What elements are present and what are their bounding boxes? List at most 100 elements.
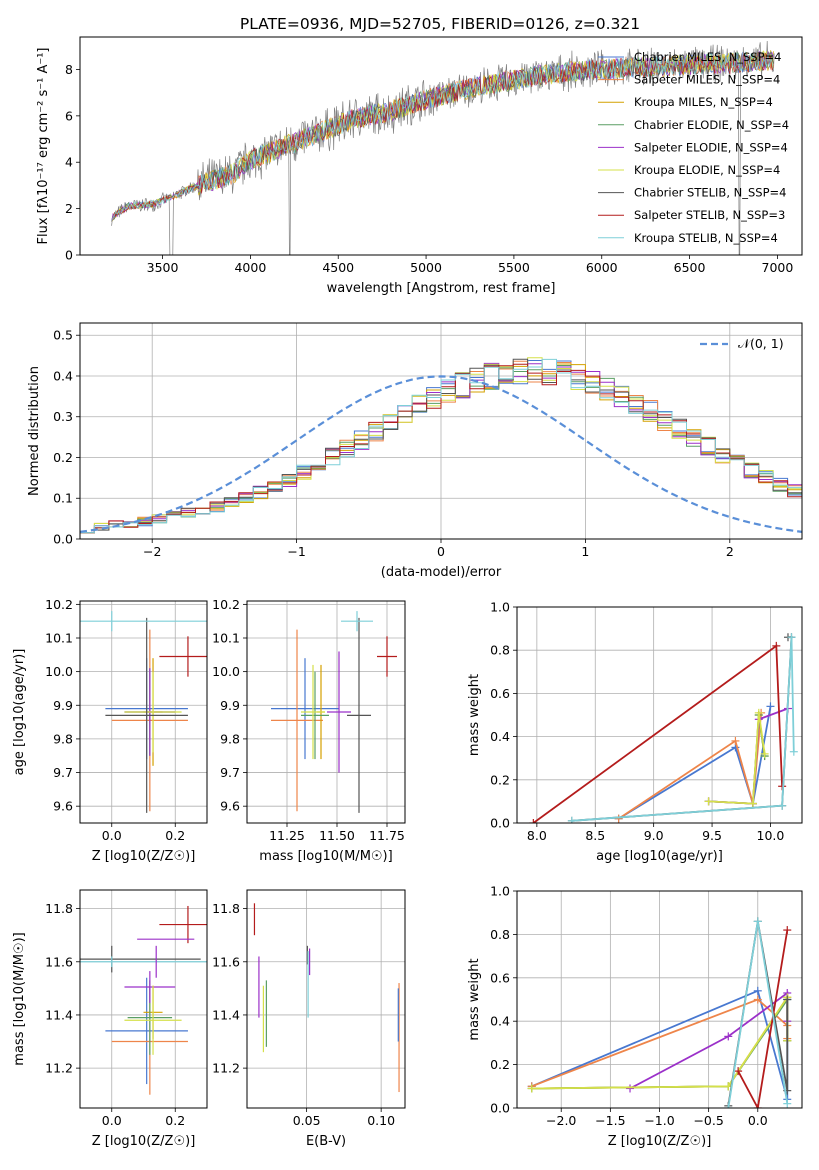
plus-marker xyxy=(704,797,713,806)
x-tick-label: 11.50 xyxy=(319,828,355,843)
x-tick-label: 9.0 xyxy=(644,828,664,843)
y-tick-label: 0.4 xyxy=(490,729,510,744)
errorbar-point xyxy=(271,658,339,760)
x-axis-label: (data-model)/error xyxy=(381,565,502,580)
y-tick-label: 0.4 xyxy=(490,1014,510,1029)
legend-label: Chabrier ELODIE, N_SSP=4 xyxy=(634,118,789,132)
y-axis-label: Flux [fλ10⁻¹⁷ erg cm⁻² s⁻¹ A⁻¹] xyxy=(36,48,51,245)
errorbar-point xyxy=(80,956,207,968)
y-tick-label: 9.8 xyxy=(220,731,240,746)
axes-age_vs_Z: 0.0 0.2 9.6 9.7 9.8 9.9 10.0 10.1 10.2 Z [log10(Z… xyxy=(12,597,208,864)
x-axis-label: mass [log10(M/M☉)] xyxy=(259,849,392,864)
weight-line xyxy=(618,706,772,820)
y-tick-label: 11.6 xyxy=(212,954,240,969)
plus-marker xyxy=(529,819,538,823)
x-tick-label: −2 xyxy=(143,544,161,559)
y-tick-label: 0.0 xyxy=(490,1101,510,1116)
axes-frame xyxy=(516,890,803,1109)
model-spectrum-line xyxy=(111,50,774,222)
errorbar-point xyxy=(347,617,371,813)
y-tick-label: 10.2 xyxy=(45,597,73,612)
x-tick-label: 5000 xyxy=(410,260,442,275)
axes-mass_vs_EBV: 0.05 0.10 11.2 11.4 11.6 11.8 E(B-V) xyxy=(212,889,406,1149)
y-tick-label: 0.6 xyxy=(490,686,510,701)
plus-marker xyxy=(760,749,769,758)
y-tick-label: 0.5 xyxy=(53,328,73,343)
plus-marker xyxy=(567,816,576,823)
y-tick-label: 11.8 xyxy=(45,901,73,916)
plot-area xyxy=(111,40,775,255)
plus-marker xyxy=(783,926,792,935)
x-tick-label: 6500 xyxy=(674,260,706,275)
x-tick-label: 0.10 xyxy=(367,1113,395,1128)
model-spectrum-line xyxy=(111,51,774,222)
plus-marker xyxy=(753,917,762,926)
residual-histogram xyxy=(80,365,802,534)
y-axis-label: mass weight xyxy=(467,958,482,1040)
weight-line xyxy=(532,644,783,823)
errorbar-point xyxy=(271,629,323,812)
legend-label: Kroupa STELIB, N_SSP=4 xyxy=(634,231,778,245)
residual-histogram xyxy=(80,358,802,534)
y-tick-label: 1.0 xyxy=(490,600,510,615)
legend-label: Kroupa MILES, N_SSP=4 xyxy=(634,95,773,109)
weight-line xyxy=(737,929,789,1108)
plus-marker xyxy=(731,736,740,745)
x-tick-label: 0 xyxy=(437,544,445,559)
y-tick-label: 0.2 xyxy=(490,772,510,787)
axes-frame xyxy=(79,36,803,256)
x-tick-label: 0.2 xyxy=(165,1113,185,1128)
errorbar-point xyxy=(124,671,182,753)
residual-histogram xyxy=(80,357,802,534)
y-tick-label: 11.8 xyxy=(212,901,240,916)
x-tick-label: −2.0 xyxy=(546,1113,576,1128)
errorbar-point xyxy=(105,617,188,813)
legend-label: Chabrier MILES, N_SSP=4 xyxy=(634,50,781,64)
x-tick-label: 0.05 xyxy=(293,1113,321,1128)
residual-histogram xyxy=(80,363,802,534)
plus-marker xyxy=(787,633,796,642)
residual-histogram xyxy=(80,360,802,534)
plus-marker xyxy=(783,995,792,1004)
x-axis-label: E(B-V) xyxy=(306,1134,346,1149)
model-spectrum-line xyxy=(111,51,774,222)
gaussian-curve xyxy=(80,375,802,533)
x-tick-label: −1 xyxy=(287,544,305,559)
axes-residuals: −2 −1 0 1 2 0.0 0.1 0.2 0.3 0.4 0.5 (data-model)/er… xyxy=(27,322,803,580)
plus-marker xyxy=(783,1099,792,1108)
x-tick-label: 4500 xyxy=(322,260,354,275)
y-tick-label: 9.6 xyxy=(220,799,240,814)
legend-label: Salpeter ELODIE, N_SSP=4 xyxy=(634,140,788,154)
residual-histogram xyxy=(80,362,802,534)
plus-marker xyxy=(778,801,787,810)
legend-label: 𝒩(0, 1) xyxy=(738,336,784,351)
y-tick-label: 11.2 xyxy=(212,1061,240,1076)
axes-frame xyxy=(246,600,406,824)
errorbar-point xyxy=(124,985,182,1055)
x-tick-label: 8.5 xyxy=(585,828,605,843)
y-tick-label: 11.4 xyxy=(212,1007,240,1022)
x-axis-label: Z [log10(Z/Z☉)] xyxy=(92,1134,196,1149)
y-tick-label: 0 xyxy=(65,248,73,263)
axes-frame xyxy=(79,889,208,1109)
y-tick-label: 10.2 xyxy=(212,597,240,612)
y-tick-label: 10.1 xyxy=(45,631,73,646)
y-tick-label: 0.1 xyxy=(53,491,73,506)
x-tick-label: 11.75 xyxy=(369,828,405,843)
x-tick-label: 4000 xyxy=(234,260,266,275)
chart-title: PLATE=0936, MJD=52705, FIBERID=0126, z=0… xyxy=(240,15,640,33)
x-tick-label: 0.0 xyxy=(102,1113,122,1128)
y-tick-label: 0.0 xyxy=(53,532,73,547)
y-tick-label: 0.2 xyxy=(53,450,73,465)
errorbar-point xyxy=(301,664,325,760)
x-axis-label: Z [log10(Z/Z☉)] xyxy=(608,1134,712,1149)
weight-line xyxy=(708,712,766,805)
model-spectrum-line xyxy=(111,52,774,222)
legend-label: Salpeter MILES, N_SSP=4 xyxy=(634,73,780,87)
weight-line xyxy=(571,637,795,822)
errorbar-point xyxy=(80,611,207,632)
plus-marker xyxy=(789,747,798,756)
x-tick-label: 9.5 xyxy=(702,828,722,843)
plus-marker xyxy=(753,995,762,1004)
